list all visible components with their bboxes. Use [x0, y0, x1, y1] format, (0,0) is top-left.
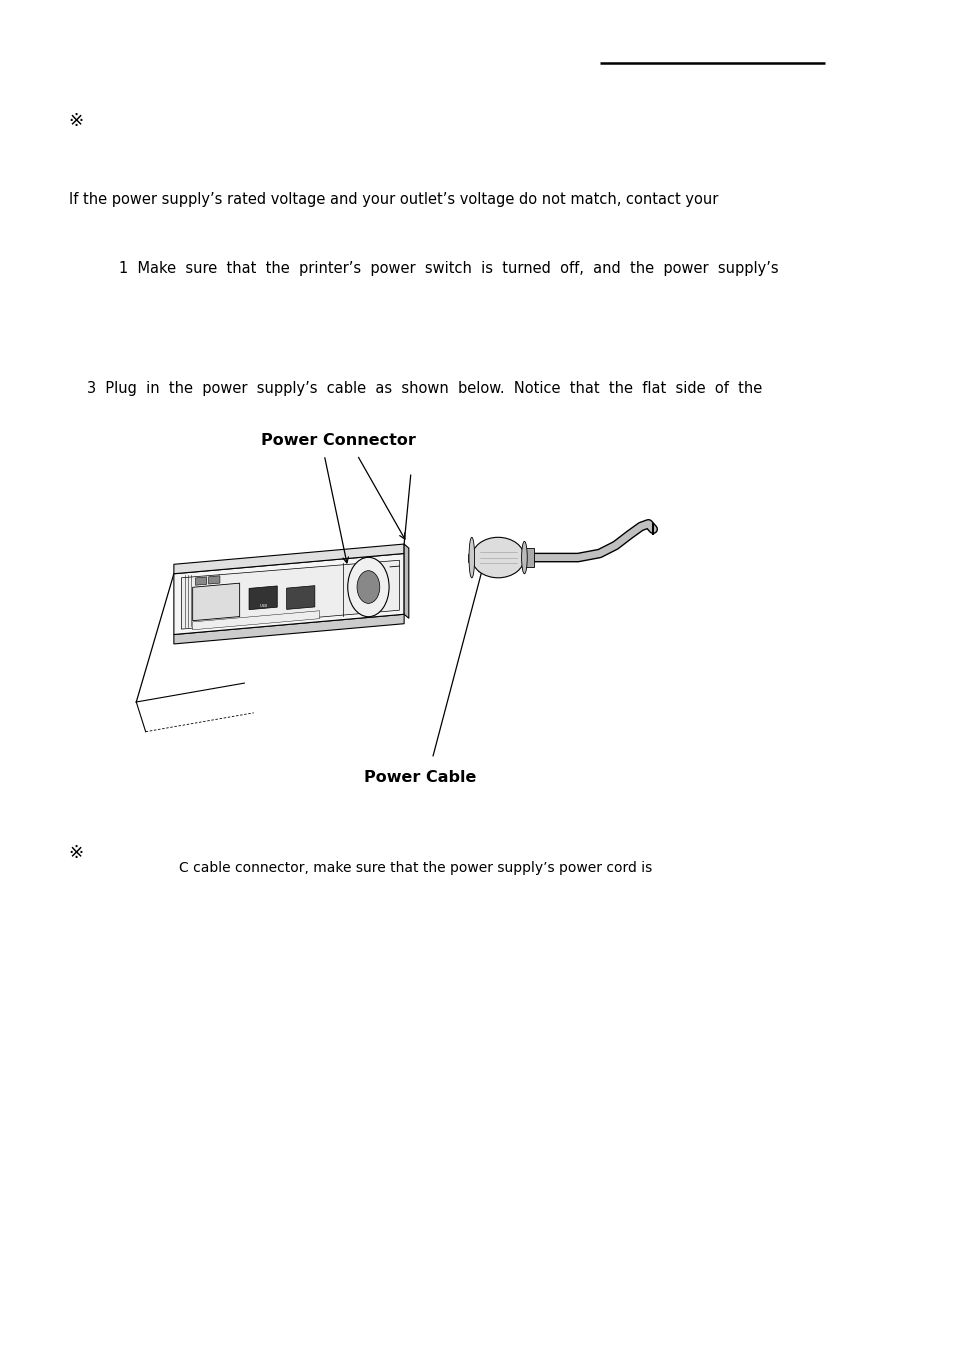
Polygon shape — [195, 576, 207, 585]
Polygon shape — [173, 544, 404, 574]
Polygon shape — [193, 610, 319, 630]
Circle shape — [348, 558, 389, 617]
Ellipse shape — [521, 541, 527, 574]
Text: C cable connector, make sure that the power supply’s power cord is: C cable connector, make sure that the po… — [178, 861, 651, 875]
Polygon shape — [173, 554, 404, 634]
Polygon shape — [404, 544, 409, 618]
Polygon shape — [521, 548, 534, 567]
Polygon shape — [468, 554, 472, 562]
Text: ※: ※ — [69, 844, 84, 861]
Text: 1  Make  sure  that  the  printer’s  power  switch  is  turned  off,  and  the  : 1 Make sure that the printer’s power swi… — [119, 261, 779, 275]
Text: ※: ※ — [69, 112, 84, 130]
Polygon shape — [181, 560, 399, 629]
Polygon shape — [209, 575, 220, 585]
Polygon shape — [173, 614, 404, 644]
Text: 3  Plug  in  the  power  supply’s  cable  as  shown  below.  Notice  that  the  : 3 Plug in the power supply’s cable as sh… — [88, 381, 761, 396]
Text: USB: USB — [259, 605, 267, 609]
Polygon shape — [286, 586, 314, 609]
Text: If the power supply’s rated voltage and your outlet’s voltage do not match, cont: If the power supply’s rated voltage and … — [69, 192, 718, 207]
Polygon shape — [193, 583, 239, 621]
Text: Power Cable: Power Cable — [363, 769, 476, 784]
Polygon shape — [249, 586, 277, 610]
Ellipse shape — [472, 537, 524, 578]
Circle shape — [356, 571, 379, 603]
Ellipse shape — [469, 537, 474, 578]
Text: Power Connector: Power Connector — [260, 433, 416, 448]
